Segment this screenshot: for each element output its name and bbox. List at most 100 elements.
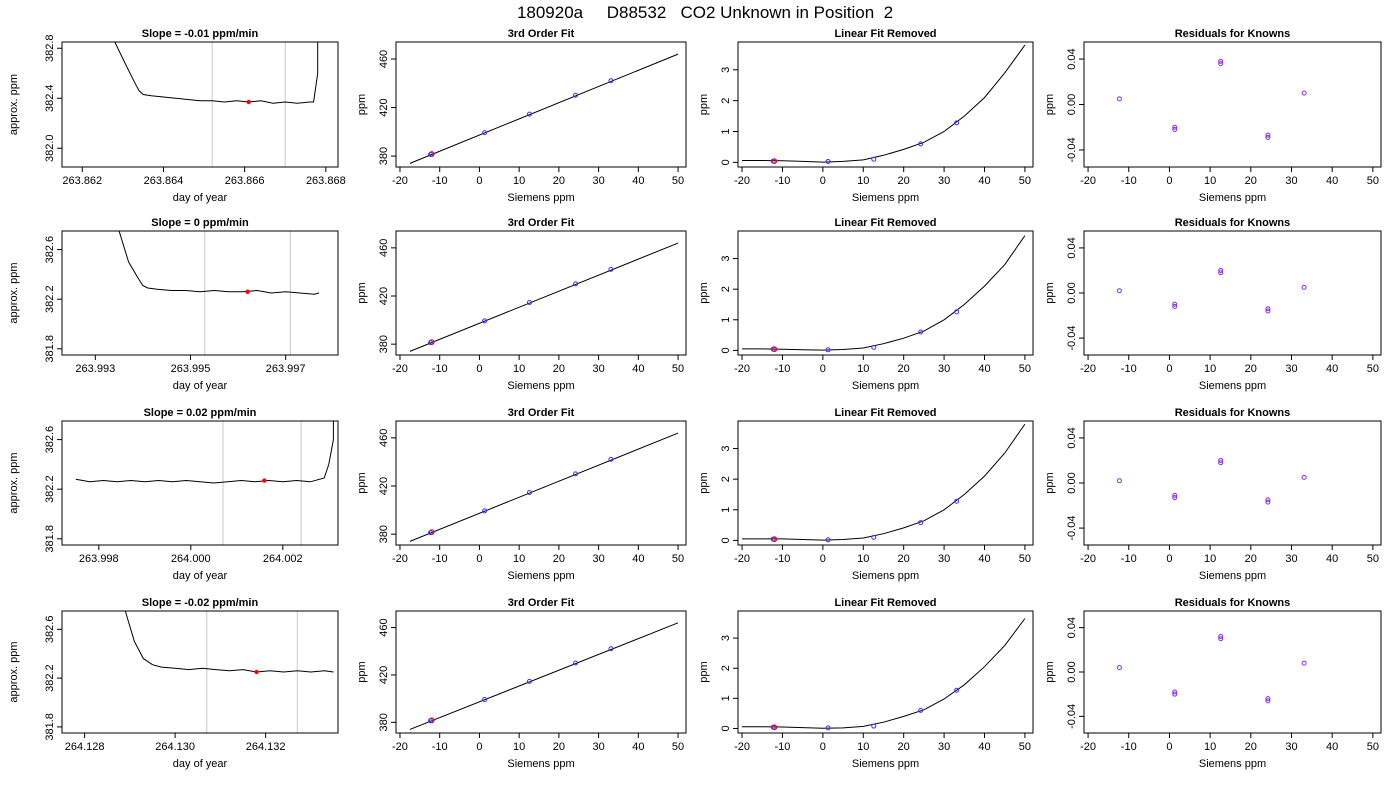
figure-title: 180920a D88532 CO2 Unknown in Position 2 (517, 3, 893, 22)
series-line (114, 42, 319, 104)
x-tick-label: -20 (734, 175, 750, 187)
unknown-point (771, 724, 778, 731)
x-tick-label: 264.002 (263, 553, 303, 565)
data-point (1172, 689, 1178, 695)
x-tick-label: 10 (513, 363, 525, 375)
plot-area (409, 622, 679, 730)
data-point (1172, 124, 1178, 130)
data-point (770, 346, 776, 352)
panel-r2-c3: Linear Fit Removed -20 -10 0 10 20 30 40 50 0 1 2 3 S… (698, 217, 1034, 392)
data-point (428, 340, 434, 346)
x-tick-label: 0 (476, 175, 482, 187)
x-tick-label: 20 (553, 363, 565, 375)
x-tick-label: 30 (592, 175, 604, 187)
y-tick-label: 1 (720, 507, 732, 513)
x-axis-label: Siemens ppm (507, 570, 574, 582)
panel-r2-c4: Residuals for Knowns -20 -10 0 10 20 30 40 50 -0.… (1044, 217, 1382, 392)
x-tick-label: 50 (1367, 175, 1379, 187)
y-tick-label: 3 (720, 635, 732, 641)
plot-frame (61, 610, 339, 734)
plot-area (124, 611, 334, 675)
plot-frame (1083, 230, 1382, 356)
data-point (1218, 267, 1224, 273)
panel-title: Slope = -0.02 ppm/min (142, 597, 259, 609)
plot-area (409, 242, 679, 352)
plot-area (742, 235, 1026, 353)
x-tick-label: 30 (1285, 741, 1297, 753)
y-tick-label: 420 (378, 98, 390, 116)
y-tick-label: 3 (720, 67, 732, 73)
data-point (954, 498, 960, 504)
plot-frame (395, 420, 687, 546)
y-tick-label: 382.2 (44, 285, 56, 313)
panel-grid: Slope = -0.01 ppm/min 263.862 263.864 263.8… (8, 28, 1382, 770)
data-point (825, 158, 831, 164)
plot-frame (1083, 610, 1382, 734)
y-axis-label: ppm (698, 94, 710, 115)
data-point (954, 687, 960, 693)
x-tick-label: 10 (857, 553, 869, 565)
y-axis-label: ppm (356, 661, 368, 682)
x-tick-label: 0 (1166, 175, 1172, 187)
x-tick-label: 0 (476, 363, 482, 375)
unknown-point (771, 346, 778, 353)
y-tick-label: 382.2 (44, 475, 56, 503)
data-point (1218, 270, 1224, 276)
plot-area (742, 44, 1026, 165)
x-tick-label: 30 (1285, 553, 1297, 565)
y-tick-label: 2 (720, 98, 732, 104)
y-tick-label: 0.04 (1066, 617, 1078, 638)
x-axis-label: Siemens ppm (1199, 192, 1266, 204)
data-point (1301, 90, 1307, 96)
series-line (124, 611, 334, 673)
plot-frame (737, 420, 1034, 546)
x-tick-label: -10 (1121, 175, 1137, 187)
y-axis-label: ppm (1044, 282, 1056, 303)
y-tick-label: -0.04 (1066, 326, 1078, 351)
panel-r3-c1: Slope = 0.02 ppm/min 263.998 264.000 264.00… (8, 407, 339, 582)
data-point (1301, 660, 1307, 666)
x-tick-label: 50 (1019, 363, 1031, 375)
x-tick-label: 0 (820, 363, 826, 375)
x-tick-label: 50 (672, 175, 684, 187)
x-axis-label: Siemens ppm (507, 380, 574, 392)
panel-title: 3rd Order Fit (508, 28, 575, 40)
y-tick-label: 380 (378, 335, 390, 353)
x-tick-label: 20 (898, 553, 910, 565)
plot-frame (61, 230, 339, 356)
fit-curve (742, 423, 1026, 541)
y-tick-label: 1 (720, 128, 732, 134)
data-point (1265, 306, 1271, 312)
x-tick-label: -10 (774, 553, 790, 565)
y-tick-label: 0 (720, 347, 732, 353)
panel-title: Residuals for Knowns (1175, 28, 1291, 40)
panel-r3-c3: Linear Fit Removed -20 -10 0 10 20 30 40 50 0 1 2 3 S… (698, 407, 1034, 582)
x-axis-label: Siemens ppm (852, 380, 919, 392)
panel-r1-c1: Slope = -0.01 ppm/min 263.862 263.864 263.8… (8, 28, 346, 204)
x-tick-label: 20 (553, 553, 565, 565)
highlight-point (246, 99, 251, 105)
fit-curve (742, 618, 1026, 729)
x-tick-label: 20 (1245, 553, 1257, 565)
x-tick-label: 263.866 (225, 175, 265, 187)
plot-frame (737, 230, 1034, 356)
data-point (918, 707, 924, 713)
plot-area (1116, 267, 1307, 314)
y-tick-label: 0 (720, 159, 732, 165)
data-point (1172, 304, 1178, 310)
x-tick-label: 0 (476, 741, 482, 753)
x-tick-label: 10 (1204, 363, 1216, 375)
fit-line (409, 242, 679, 352)
x-tick-label: 20 (553, 741, 565, 753)
x-tick-label: 10 (857, 175, 869, 187)
data-point (770, 536, 776, 542)
series-line (75, 421, 334, 484)
y-tick-label: -0.04 (1066, 137, 1078, 162)
panel-r1-c3: Linear Fit Removed -20 -10 0 10 20 30 40 50 0 1 2 3 S… (698, 28, 1034, 204)
data-point (428, 152, 434, 157)
x-axis-label: Siemens ppm (507, 192, 574, 204)
x-tick-label: 40 (1326, 741, 1338, 753)
y-tick-label: 380 (378, 713, 390, 731)
panel-title: Residuals for Knowns (1175, 407, 1291, 419)
data-point (482, 696, 488, 702)
